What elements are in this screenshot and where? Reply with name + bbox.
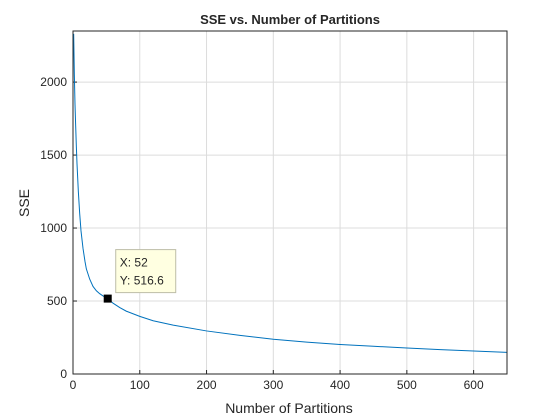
y-axis-label: SSE <box>16 189 32 217</box>
datatip-y-label: Y: 516.6 <box>120 274 164 288</box>
plot-border <box>72 30 508 375</box>
x-tick-label: 200 <box>197 378 217 392</box>
x-tick-label: 0 <box>70 378 77 392</box>
y-tick-label: 500 <box>47 294 67 308</box>
datatip-background <box>115 249 177 294</box>
y-tick-label: 1500 <box>40 148 67 162</box>
datatip-x-label: X: 52 <box>120 256 148 270</box>
chart-title: SSE vs. Number of Partitions <box>200 12 380 27</box>
x-tick-label: 100 <box>130 378 150 392</box>
x-axis-ticks: 0 100 200 300 400 500 600 <box>70 370 484 392</box>
x-tick-label: 300 <box>263 378 283 392</box>
datatip-marker[interactable] <box>103 294 112 303</box>
y-tick-label: 1000 <box>40 221 67 235</box>
datatip-box[interactable]: X: 52 Y: 516.6 <box>115 249 177 294</box>
plot-area <box>73 31 507 374</box>
x-tick-label: 400 <box>330 378 350 392</box>
y-tick-label: 2000 <box>40 75 67 89</box>
y-tick-label: 0 <box>60 367 67 381</box>
x-tick-label: 600 <box>464 378 484 392</box>
x-tick-label: 500 <box>397 378 417 392</box>
x-axis-label: Number of Partitions <box>225 400 353 416</box>
y-axis-ticks: 0 500 1000 1500 2000 <box>40 75 77 381</box>
